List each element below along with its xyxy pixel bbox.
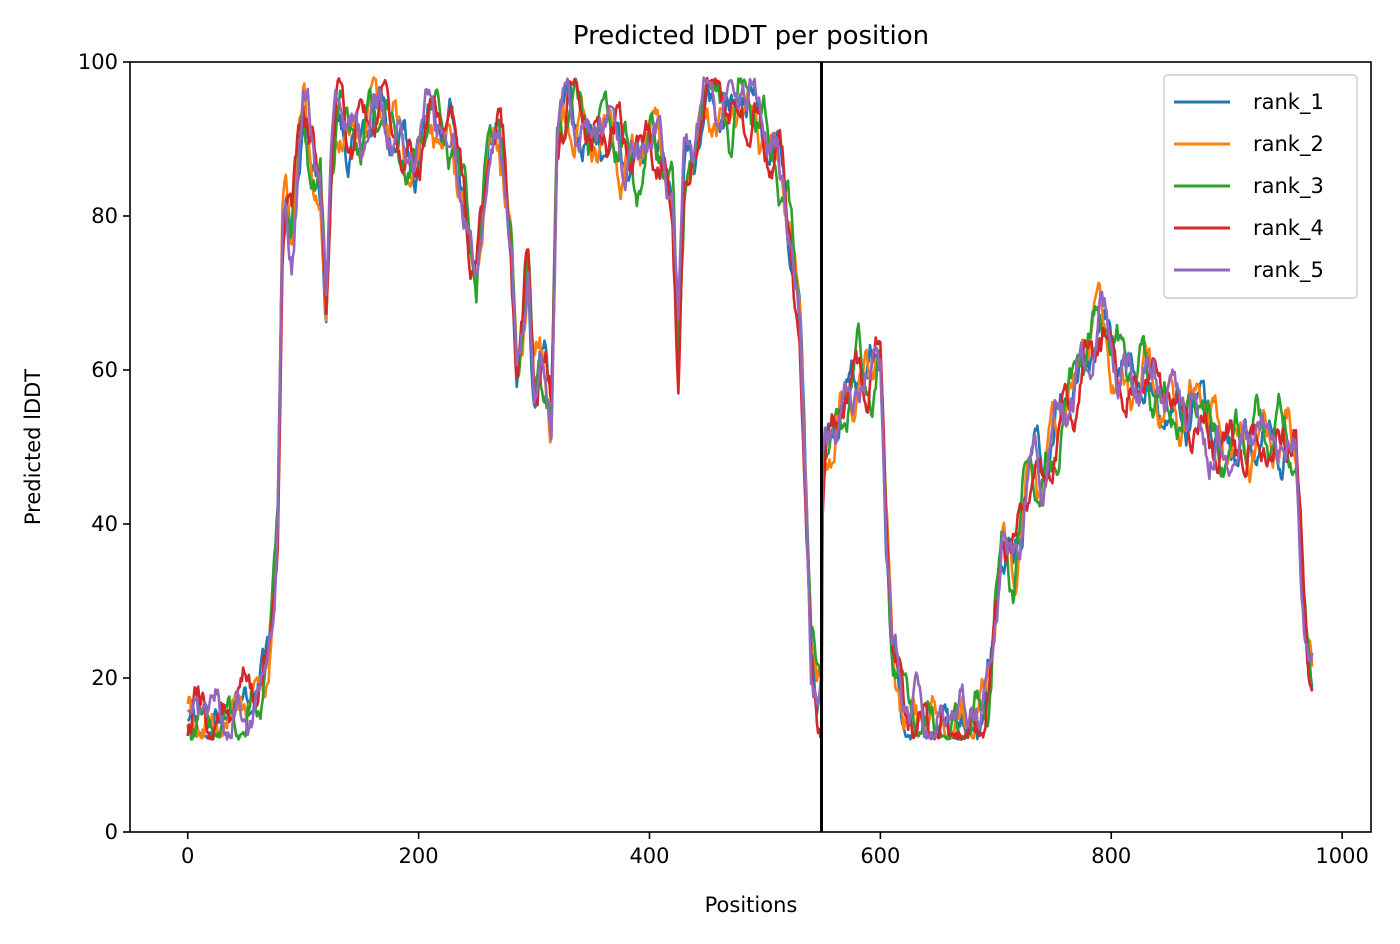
y-tick-label: 40 — [91, 512, 118, 536]
series-line-rank_5 — [186, 76, 1314, 741]
x-tick-label: 0 — [181, 844, 194, 868]
x-tick-label: 1000 — [1315, 844, 1368, 868]
y-tick-label: 0 — [105, 820, 118, 844]
x-axis-ticks: 0 200 400 600 800 1000 — [181, 832, 1369, 868]
legend-box — [1163, 74, 1358, 299]
legend-label-rank_2: rank_2 — [1253, 132, 1324, 157]
x-axis-label: Positions — [705, 893, 798, 917]
series-line-rank_4 — [186, 76, 1314, 741]
y-tick-label: 60 — [91, 358, 118, 382]
y-axis-ticks: 0 20 40 60 80 100 — [78, 50, 130, 844]
y-axis-label: Predicted lDDT — [21, 369, 45, 525]
series-line-rank_3 — [186, 77, 1314, 741]
chart-title: Predicted lDDT per position — [573, 21, 929, 51]
y-tick-label: 80 — [91, 204, 118, 228]
x-tick-label: 800 — [1091, 844, 1131, 868]
y-tick-label: 20 — [91, 666, 118, 690]
legend-label-rank_4: rank_4 — [1253, 216, 1324, 241]
plot-frame — [129, 61, 1372, 833]
x-tick-label: 600 — [860, 844, 900, 868]
legend: rank_1 rank_2 rank_3 rank_4 rank_5 — [1163, 74, 1358, 299]
legend-label-rank_5: rank_5 — [1253, 258, 1324, 283]
y-tick-label: 100 — [78, 50, 118, 74]
x-tick-label: 200 — [399, 844, 439, 868]
legend-label-rank_3: rank_3 — [1253, 174, 1324, 199]
x-tick-label: 400 — [629, 844, 669, 868]
plot-lines — [186, 76, 1314, 741]
legend-label-rank_1: rank_1 — [1253, 90, 1324, 115]
